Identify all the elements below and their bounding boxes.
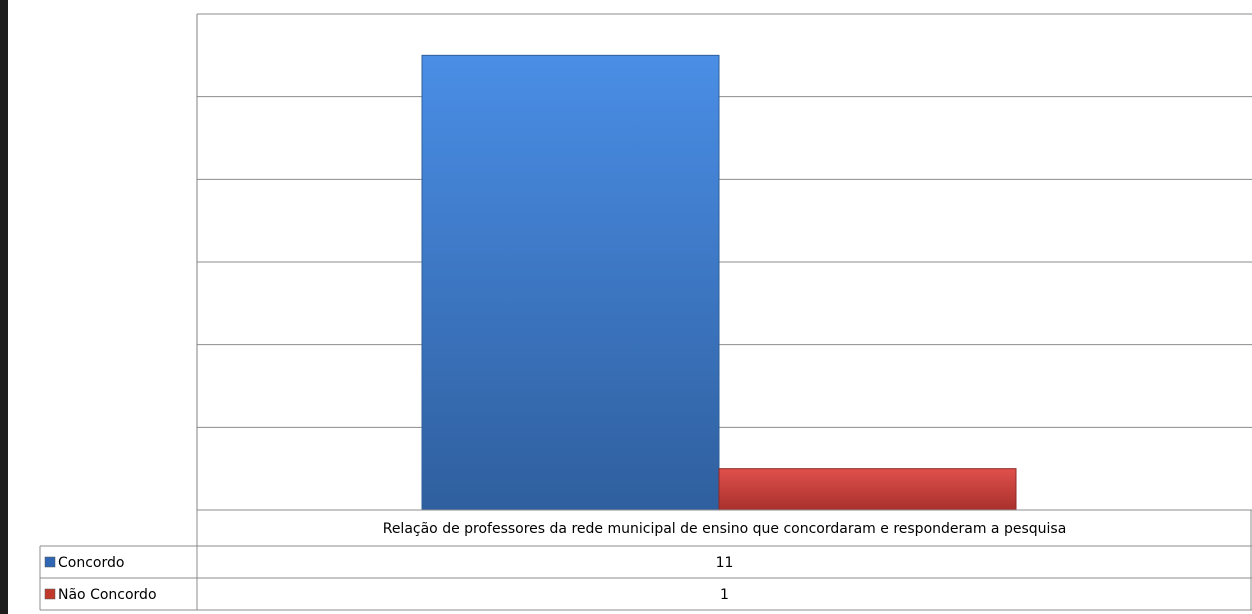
data-value-concordo: 11 [716, 555, 734, 571]
bars [421, 54, 1017, 511]
window-left-border [0, 0, 8, 614]
data-table: Relação de professores da rede municipal… [39, 509, 1252, 611]
legend-label-nao-concordo: Não Concordo [58, 587, 157, 603]
legend-key-concordo-icon [44, 556, 56, 568]
data-value-nao-concordo: 1 [720, 587, 729, 603]
gridlines [196, 13, 1252, 510]
bar-concordo [421, 54, 720, 511]
legend-label-concordo: Concordo [58, 555, 124, 571]
bar-n-o-concordo [718, 468, 1017, 511]
legend-key-n-o-concordo-icon [44, 588, 56, 600]
category-label: Relação de professores da rede municipal… [383, 521, 1067, 537]
